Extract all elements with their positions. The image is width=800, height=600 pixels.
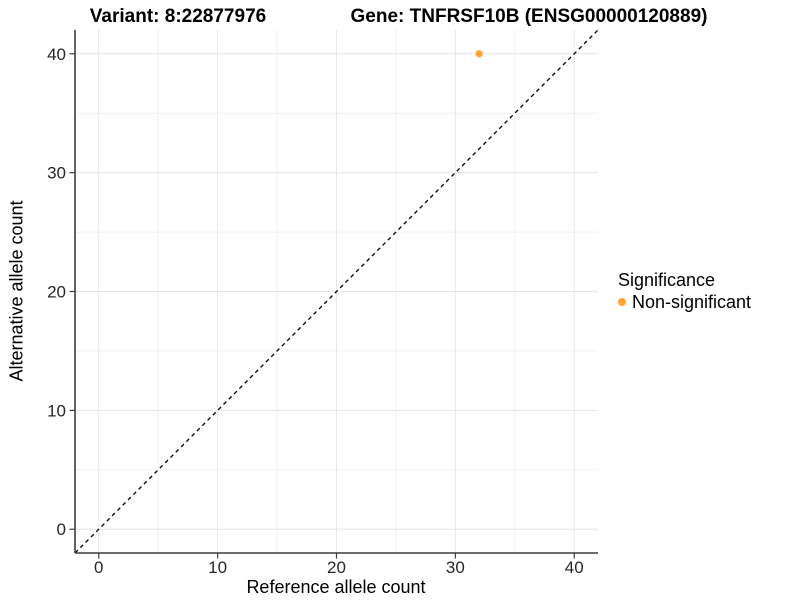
y-tick-label: 20: [47, 283, 66, 302]
legend-title: Significance: [618, 270, 716, 290]
legend-entry: Non-significant: [618, 292, 751, 312]
legend: Significance Non-significant: [618, 270, 751, 312]
x-tick-label: 0: [94, 558, 103, 577]
x-axis-title: Reference allele count: [246, 577, 426, 597]
x-tick-label: 10: [208, 558, 227, 577]
y-tick-label: 30: [47, 164, 66, 183]
identity-line: [74, 29, 599, 554]
x-tick-label: 30: [446, 558, 465, 577]
y-tick-label: 40: [47, 45, 66, 64]
plot-title-variant: Variant: 8:22877976: [89, 6, 267, 27]
legend-point-icon: [618, 298, 626, 306]
data-point: [475, 50, 483, 58]
legend-entry-label: Non-significant: [632, 292, 752, 312]
y-tick-label: 10: [47, 401, 66, 420]
y-tick-label: 0: [57, 520, 66, 539]
plot-title-gene: Gene: TNFRSF10B (ENSG00000120889): [350, 6, 708, 27]
legend-entries: Non-significant: [618, 292, 751, 312]
x-tick-label: 40: [565, 558, 584, 577]
y-axis-title: Alternative allele count: [6, 200, 27, 382]
x-tick-label: 20: [327, 558, 346, 577]
